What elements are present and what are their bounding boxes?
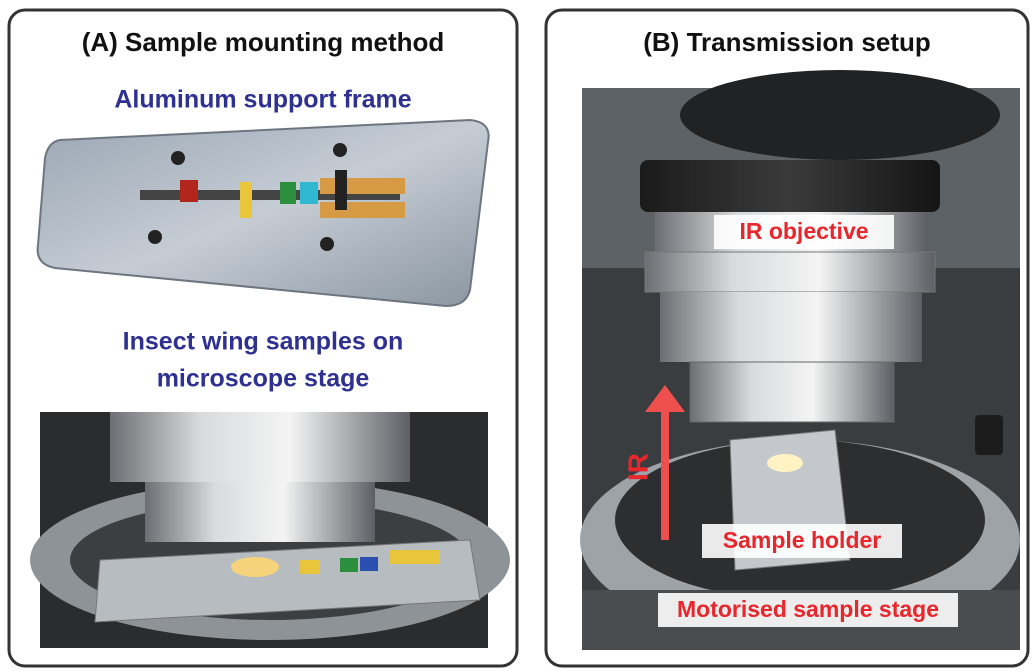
caption: Insect wing samples on [123,328,404,356]
caption: Aluminum support frame [114,86,411,114]
label: Sample holder [723,527,882,553]
panel-title: (A) Sample mounting method [82,27,445,57]
ir-label: IR [622,453,653,481]
setup-photo [580,70,1020,650]
label: IR objective [739,218,868,244]
label: Motorised sample stage [677,596,939,622]
figure: (A) Sample mounting method Aluminum supp… [0,0,1036,671]
stage-photo [30,412,510,648]
panel-title: (B) Transmission setup [643,27,931,57]
caption: microscope stage [157,365,370,393]
